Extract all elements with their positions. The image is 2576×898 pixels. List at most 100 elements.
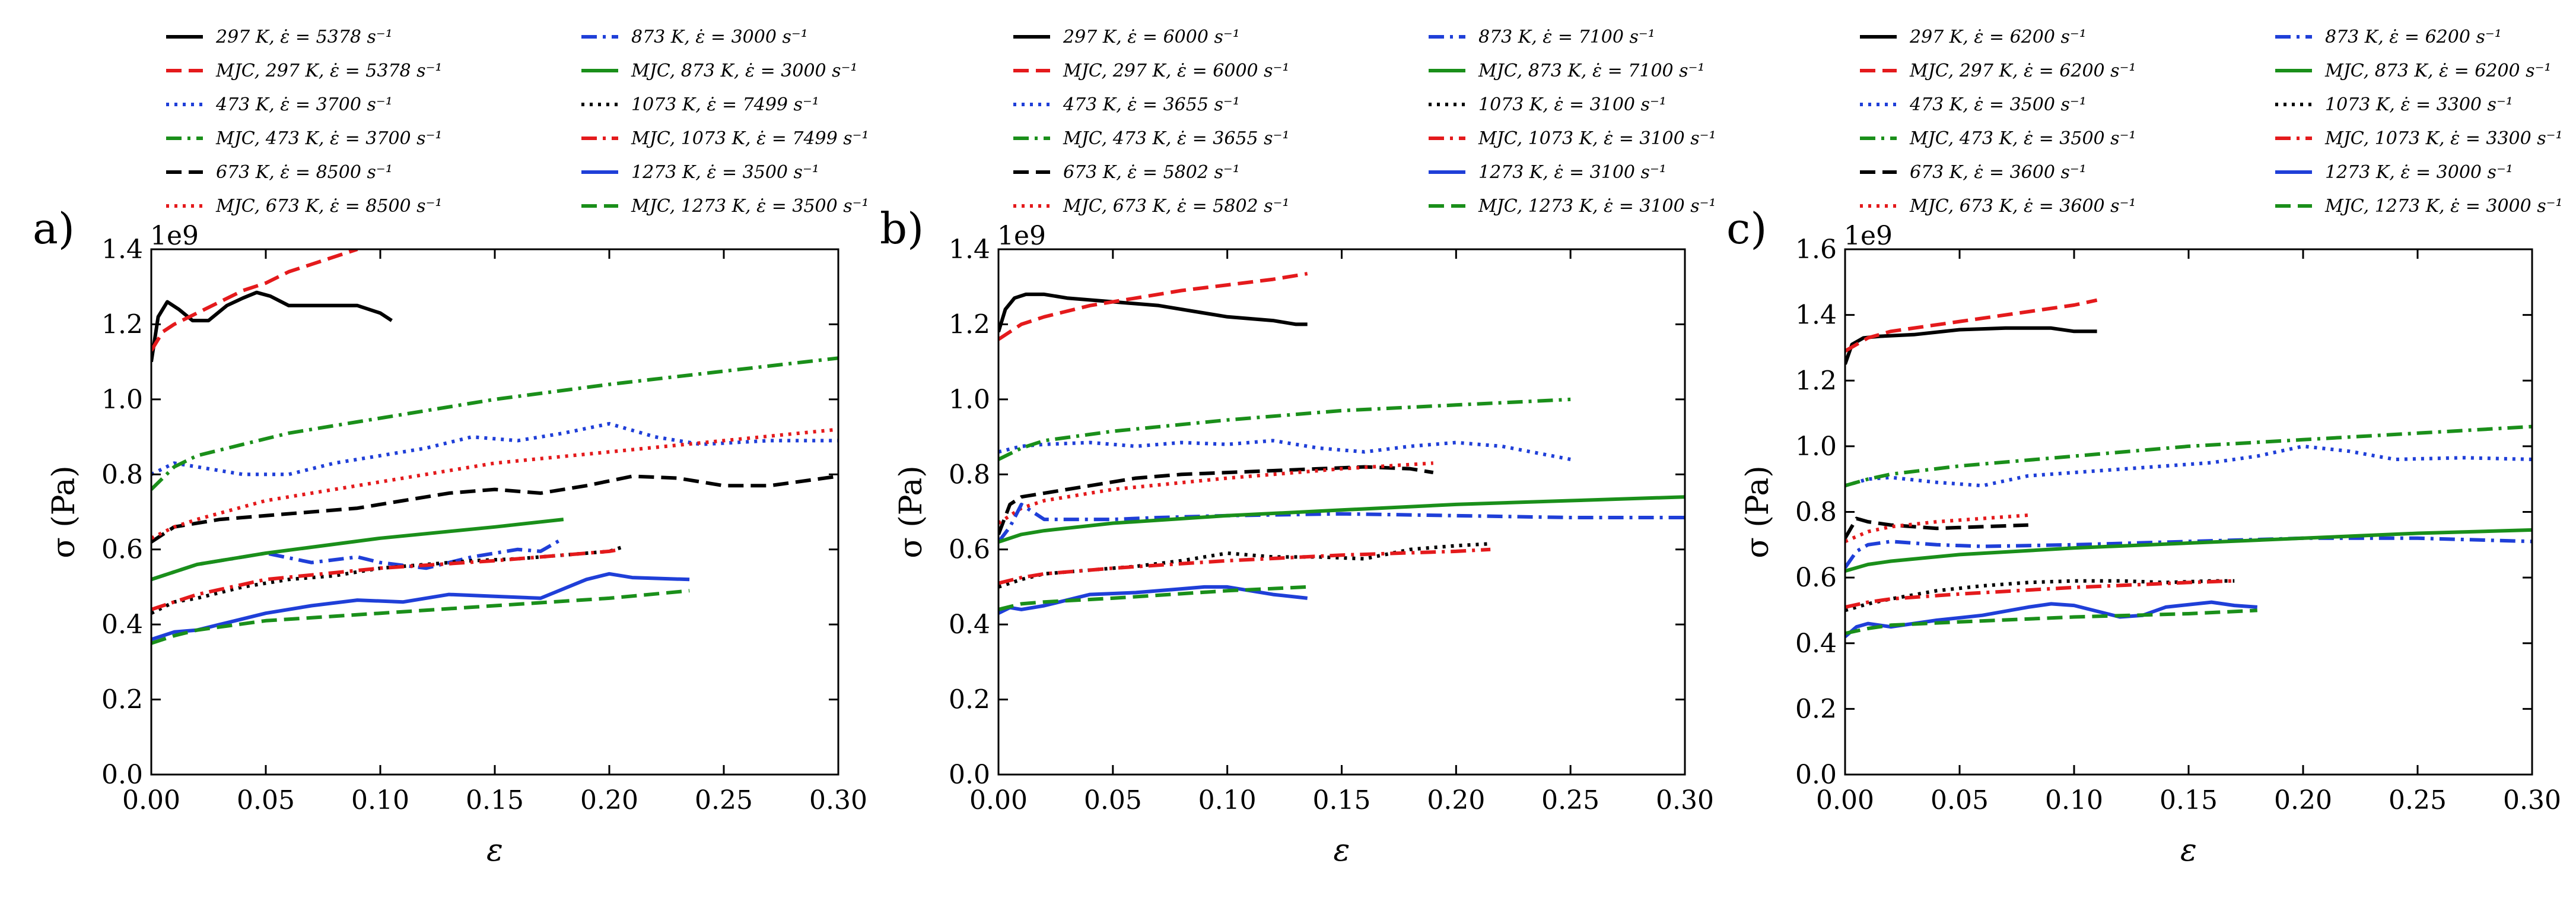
panel-2: 0.00 0.05 0.10 0.15 0.20 0.25 0.30 0.0 0.2 0.4 0.6…: [880, 27, 1716, 868]
legend-label: MJC, 673 K, ε̇ = 3600 s⁻¹: [1909, 196, 2136, 217]
axes-frame: [150, 248, 839, 776]
y-tick-label: 0.2: [101, 685, 143, 715]
x-tick-label: 0.05: [1931, 785, 1989, 816]
legend-label: MJC, 673 K, ε̇ = 5802 s⁻¹: [1063, 196, 1289, 217]
y-tick-label: 1.4: [949, 234, 990, 265]
x-tick-label: 0.30: [809, 785, 867, 816]
panel-1: 0.00 0.05 0.10 0.15 0.20 0.25 0.30 0.0 0.2 0.4 0.6…: [33, 27, 869, 868]
series-line-12: [151, 589, 690, 645]
y-tick-label: 1.4: [101, 234, 143, 265]
series-line-5: [1845, 516, 2028, 540]
series-group: [998, 272, 1685, 615]
x-axis-label: ε: [2180, 833, 2197, 868]
legend-label: MJC, 297 K, ε̇ = 5378 s⁻¹: [215, 61, 442, 81]
x-tick-label: 0.15: [466, 785, 524, 816]
y-tick-label: 0.2: [949, 685, 990, 715]
legend-label: 1073 K, ε̇ = 3300 s⁻¹: [2325, 94, 2513, 115]
legend-label: MJC, 473 K, ε̇ = 3655 s⁻¹: [1063, 128, 1289, 149]
legend-label: 1073 K, ε̇ = 3100 s⁻¹: [1478, 94, 1667, 115]
x-tick-label: 0.25: [2389, 785, 2447, 816]
series-line-12: [1845, 608, 2257, 636]
series-line-7: [151, 537, 565, 582]
y-tick-label: 0.4: [101, 610, 143, 640]
series-line-4: [151, 356, 838, 491]
legend: 297 K, ε̇ = 5378 s⁻¹ MJC, 297 K, ε̇ = 537…: [166, 27, 869, 217]
legend-label: MJC, 297 K, ε̇ = 6000 s⁻¹: [1063, 61, 1289, 81]
y-tick-label: 0.6: [949, 535, 990, 565]
legend-label: 673 K, ε̇ = 5802 s⁻¹: [1063, 162, 1240, 183]
legend-label: MJC, 1073 K, ε̇ = 7499 s⁻¹: [631, 128, 869, 149]
y-tick-label: 1.4: [1795, 300, 1837, 331]
y-tick-label: 0.4: [1795, 629, 1837, 659]
legend-label: 873 K, ε̇ = 6200 s⁻¹: [2325, 27, 2502, 47]
x-tick-label: 0.25: [695, 785, 753, 816]
offset-text: 1e9: [150, 221, 199, 251]
x-tick-label: 0.25: [1541, 785, 1599, 816]
y-tick-label: 0.6: [101, 535, 143, 565]
legend-label: MJC, 1273 K, ε̇ = 3500 s⁻¹: [631, 196, 869, 217]
series-line-5: [151, 474, 838, 544]
y-tick-label: 1.2: [101, 309, 143, 339]
legend-label: MJC, 297 K, ε̇ = 6200 s⁻¹: [1909, 61, 2136, 81]
series-line-4: [1845, 424, 2532, 488]
legend-label: 1273 K, ε̇ = 3100 s⁻¹: [1478, 162, 1667, 183]
series-line-6: [151, 427, 838, 540]
panel-label: b): [880, 204, 924, 253]
series-line-9: [998, 542, 1491, 589]
legend: 297 K, ε̇ = 6200 s⁻¹ MJC, 297 K, ε̇ = 620…: [1860, 27, 2563, 217]
legend-label: MJC, 1073 K, ε̇ = 3100 s⁻¹: [1478, 128, 1716, 149]
offset-text: 1e9: [997, 221, 1046, 251]
x-axis-label: ε: [1334, 833, 1350, 868]
panel-3: 0.00 0.05 0.10 0.15 0.20 0.25 0.30 0.0 0.2 0.4 0.6…: [1726, 27, 2563, 868]
x-tick-label: 0.20: [580, 785, 638, 816]
x-tick-label: 0.20: [1427, 785, 1485, 816]
legend-label: 297 K, ε̇ = 6000 s⁻¹: [1063, 27, 1240, 47]
y-tick-label: 1.0: [1795, 431, 1837, 462]
series-line-3: [151, 421, 838, 477]
series-line-11: [1845, 600, 2258, 638]
legend-label: MJC, 673 K, ε̇ = 8500 s⁻¹: [215, 196, 442, 217]
y-tick-label: 0.2: [1795, 694, 1837, 724]
legend-label: MJC, 1273 K, ε̇ = 3000 s⁻¹: [2324, 196, 2563, 217]
series-line-8: [998, 495, 1685, 544]
y-tick-label: 0.8: [1795, 497, 1837, 528]
series-line-2: [151, 249, 358, 352]
series-line-10: [998, 547, 1491, 585]
panel-label: a): [33, 204, 75, 253]
x-tick-label: 0.15: [2160, 785, 2218, 816]
legend-label: 1273 K, ε̇ = 3000 s⁻¹: [2325, 162, 2513, 183]
y-tick-label: 0.6: [1795, 563, 1837, 593]
series-line-1: [1845, 326, 2097, 365]
series-group: [151, 249, 838, 645]
y-axis-label: σ (Pa): [893, 465, 929, 558]
y-tick-label: 0.0: [949, 760, 990, 790]
x-tick-label: 0.05: [1084, 785, 1142, 816]
series-line-5: [998, 465, 1434, 535]
y-axis-label: σ (Pa): [1740, 465, 1776, 558]
series-line-8: [151, 518, 564, 582]
legend-label: 873 K, ε̇ = 3000 s⁻¹: [631, 27, 808, 47]
series-line-4: [998, 397, 1571, 461]
y-tick-label: 0.0: [1795, 760, 1837, 790]
legend-label: 673 K, ε̇ = 8500 s⁻¹: [216, 162, 393, 183]
offset-text: 1e9: [1844, 221, 1893, 251]
legend-label: 297 K, ε̇ = 5378 s⁻¹: [215, 27, 393, 47]
series-line-3: [998, 439, 1571, 461]
y-tick-label: 1.2: [949, 309, 990, 339]
x-tick-label: 0.30: [1656, 785, 1714, 816]
y-tick-label: 1.2: [1795, 366, 1837, 396]
legend-label: 1073 K, ε̇ = 7499 s⁻¹: [631, 94, 819, 115]
x-axis-label: ε: [486, 833, 503, 868]
legend-label: 873 K, ε̇ = 7100 s⁻¹: [1478, 27, 1655, 47]
y-tick-label: 0.0: [101, 760, 143, 790]
x-tick-label: 0.10: [1198, 785, 1257, 816]
x-tick-label: 0.30: [2503, 785, 2561, 816]
x-tick-label: 0.00: [122, 785, 180, 816]
legend-label: MJC, 473 K, ε̇ = 3500 s⁻¹: [1909, 128, 2136, 149]
series-group: [1845, 298, 2532, 638]
y-axis-label: σ (Pa): [46, 465, 82, 558]
series-line-8: [1845, 528, 2532, 573]
series-line-2: [1845, 298, 2098, 353]
x-tick-label: 0.10: [2045, 785, 2103, 816]
